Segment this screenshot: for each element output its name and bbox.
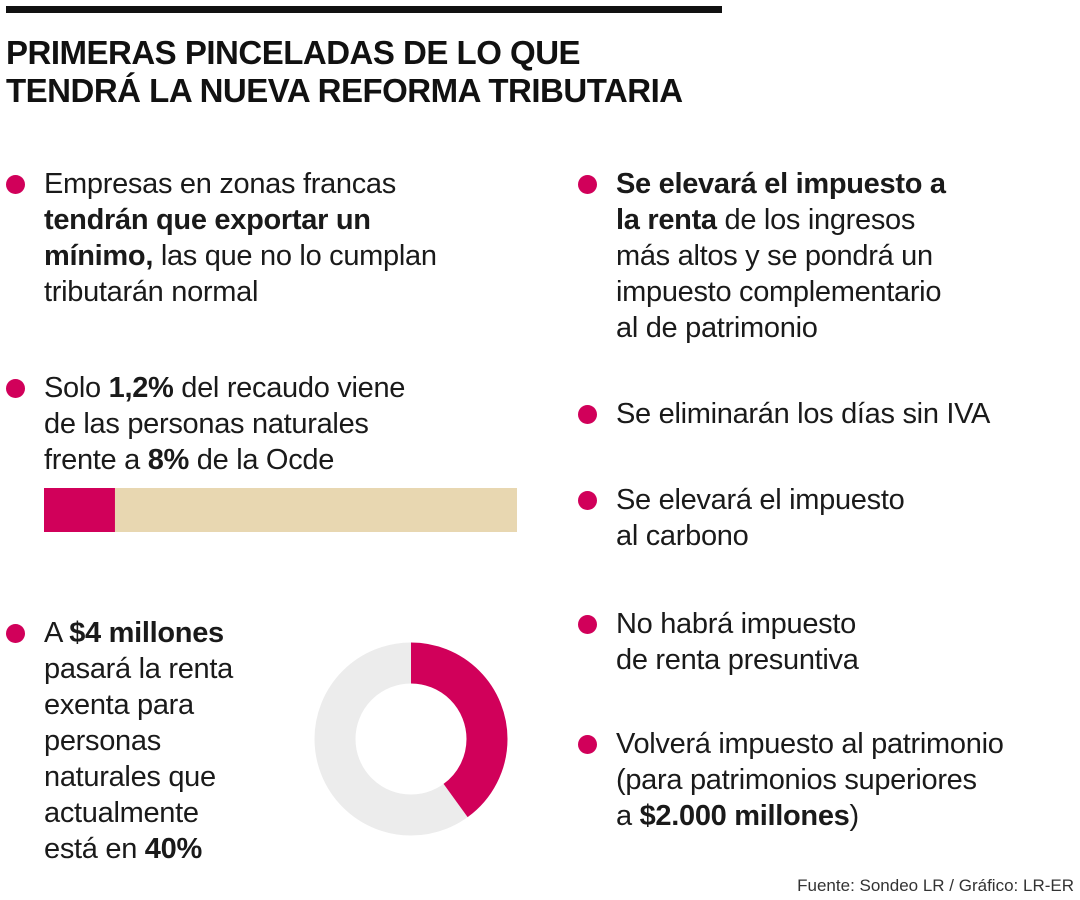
donut-chart xyxy=(314,642,508,836)
text-line: personas xyxy=(44,723,233,759)
text: al de patrimonio xyxy=(616,312,818,344)
text-line: A $4 millones xyxy=(44,615,233,651)
text-line: a $2.000 millones) xyxy=(616,798,1004,834)
text: ) xyxy=(849,800,860,832)
bold-text: 40% xyxy=(144,833,202,865)
text-line: Se eliminarán los días sin IVA xyxy=(616,396,990,432)
bold-text: $4 millones xyxy=(69,617,224,649)
bullet-dot-icon xyxy=(6,175,25,194)
bold-text: mínimo, xyxy=(44,240,154,272)
text-line: mínimo, las que no lo cumplan xyxy=(44,238,437,274)
bullet-renta-presuntiva: No habrá impuesto de renta presuntiva xyxy=(578,606,859,678)
text: más altos y se pondrá un xyxy=(616,240,933,272)
bold-text: $2.000 millones xyxy=(639,800,850,832)
top-rule xyxy=(6,6,722,13)
text-line: impuesto complementario xyxy=(616,274,946,310)
text: tributarán normal xyxy=(44,276,259,308)
text-line: frente a 8% de la Ocde xyxy=(44,442,405,478)
text: de renta presuntiva xyxy=(616,644,859,676)
text-line: Solo 1,2% del recaudo viene xyxy=(44,370,405,406)
text: del recaudo viene xyxy=(173,372,406,404)
text-line: No habrá impuesto xyxy=(616,606,859,642)
text-line: (para patrimonios superiores xyxy=(616,762,1004,798)
bullet-dot-icon xyxy=(578,175,597,194)
donut-segment-40 xyxy=(314,642,508,836)
bullet-zonas-francas: Empresas en zonas francas tendrán que exp… xyxy=(6,166,437,310)
bullet-impuesto-renta: Se elevará el impuesto a la renta de los … xyxy=(578,166,946,346)
bullet-dot-icon xyxy=(6,624,25,643)
source-note: Fuente: Sondeo LR / Gráfico: LR-ER xyxy=(797,876,1074,895)
text-line: exenta para xyxy=(44,687,233,723)
bullet-patrimonio: Volverá impuesto al patrimonio (para patr… xyxy=(578,726,1004,834)
text: impuesto complementario xyxy=(616,276,942,308)
text-line: de las personas naturales xyxy=(44,406,405,442)
text-line: tributarán normal xyxy=(44,274,437,310)
text: No habrá impuesto xyxy=(616,608,856,640)
text: Solo xyxy=(44,372,109,404)
page-title: PRIMERAS PINCELADAS DE LO QUE TENDRÁ LA … xyxy=(6,34,683,110)
bullet-recaudo: Solo 1,2% del recaudo viene de las person… xyxy=(6,370,405,478)
text-line: al carbono xyxy=(616,518,904,554)
text: A xyxy=(44,617,70,649)
text: Se elevará el impuesto xyxy=(616,484,905,516)
text: personas xyxy=(44,725,161,757)
text-line: la renta de los ingresos xyxy=(616,202,946,238)
text: de las personas naturales xyxy=(44,408,369,440)
text: pasará la renta xyxy=(44,653,233,685)
text: de los ingresos xyxy=(716,204,916,236)
text-line: de renta presuntiva xyxy=(616,642,859,678)
text-line: Empresas en zonas francas xyxy=(44,166,437,202)
bold-text: 8% xyxy=(147,444,190,476)
bold-text: Se elevará el impuesto a xyxy=(616,168,946,200)
bold-text: tendrán que exportar un xyxy=(44,204,371,236)
bold-text: la renta xyxy=(616,204,717,236)
text: está en xyxy=(44,833,145,865)
title-line: TENDRÁ LA NUEVA REFORMA TRIBUTARIA xyxy=(6,72,683,109)
text-line: más altos y se pondrá un xyxy=(616,238,946,274)
text: naturales que xyxy=(44,761,216,793)
text: de la Ocde xyxy=(189,444,335,476)
text-line: Volverá impuesto al patrimonio xyxy=(616,726,1004,762)
text: exenta para xyxy=(44,689,194,721)
text-line: Se elevará el impuesto a xyxy=(616,166,946,202)
text-line: tendrán que exportar un xyxy=(44,202,437,238)
bar-background xyxy=(44,488,517,532)
text: al carbono xyxy=(616,520,749,552)
text-line: está en 40% xyxy=(44,831,233,867)
bullet-dot-icon xyxy=(578,491,597,510)
bullet-dias-sin-iva: Se eliminarán los días sin IVA xyxy=(578,396,990,432)
text: (para patrimonios superiores xyxy=(616,764,977,796)
text-line: Se elevará el impuesto xyxy=(616,482,905,518)
bullet-dot-icon xyxy=(6,379,25,398)
text: las que no lo cumplan xyxy=(153,240,437,272)
bar-fill-personas-naturales xyxy=(44,488,115,532)
title-line: PRIMERAS PINCELADAS DE LO QUE xyxy=(6,34,581,71)
text: a xyxy=(616,800,640,832)
text: Empresas en zonas francas xyxy=(44,168,396,200)
text: actualmente xyxy=(44,797,199,829)
text: Se eliminarán los días sin IVA xyxy=(616,398,991,430)
text: Volverá impuesto al patrimonio xyxy=(616,728,1004,760)
recaudo-bar xyxy=(44,488,517,532)
text: frente a xyxy=(44,444,148,476)
bold-text: 1,2% xyxy=(108,372,174,404)
bullet-impuesto-carbono: Se elevará el impuesto al carbono xyxy=(578,482,905,554)
bullet-renta-exenta: A $4 millones pasará la renta exenta para p… xyxy=(6,615,233,867)
text-line: al de patrimonio xyxy=(616,310,946,346)
text-line: pasará la renta xyxy=(44,651,233,687)
text-line: actualmente xyxy=(44,795,233,831)
bullet-dot-icon xyxy=(578,735,597,754)
text-line: naturales que xyxy=(44,759,233,795)
bullet-dot-icon xyxy=(578,615,597,634)
bullet-dot-icon xyxy=(578,405,597,424)
